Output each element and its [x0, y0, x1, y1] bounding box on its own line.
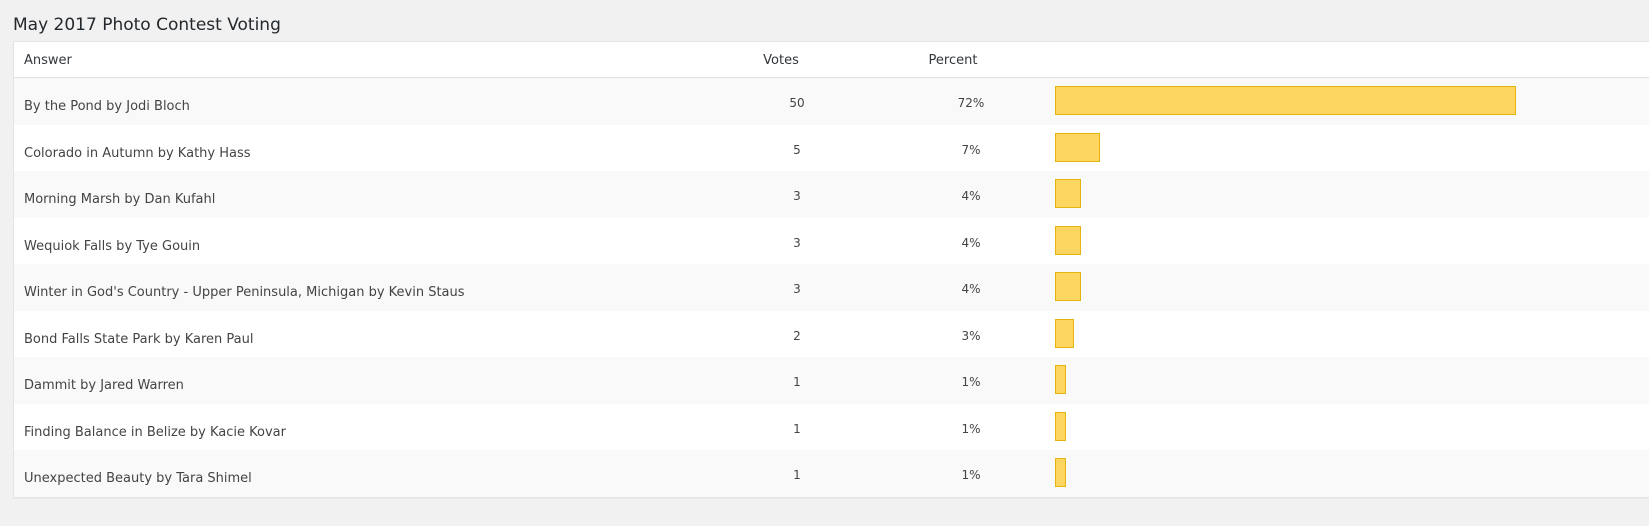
vote-percent: 1%	[961, 421, 981, 436]
table-row: Colorado in Autumn by Kathy Hass 5 7%	[14, 124, 1649, 171]
vote-percent: 4%	[961, 235, 981, 250]
vote-percent: 3%	[961, 328, 981, 343]
vote-count: 3	[793, 235, 801, 250]
vote-count: 5	[793, 142, 801, 157]
answer-label: Dammit by Jared Warren	[24, 378, 184, 393]
answer-label: By the Pond by Jodi Bloch	[24, 99, 190, 114]
vote-percent: 1%	[961, 375, 981, 389]
answer-label: Morning Marsh by Dan Kufahl	[24, 192, 216, 207]
column-header-answer[interactable]: Answer	[24, 53, 72, 68]
percent-bar	[1055, 86, 1516, 115]
percent-bar	[1055, 179, 1081, 208]
table-row: Unexpected Beauty by Tara Shimel 1 1%	[14, 450, 1649, 497]
answer-label: Finding Balance in Belize by Kacie Kovar	[24, 424, 286, 440]
percent-bar	[1055, 458, 1066, 487]
percent-bar	[1055, 132, 1100, 162]
vote-percent: 4%	[961, 189, 981, 203]
vote-count: 3	[793, 282, 801, 296]
vote-count: 3	[793, 189, 801, 203]
answer-label: Unexpected Beauty by Tara Shimel	[24, 471, 252, 486]
percent-bar	[1055, 411, 1066, 441]
vote-count: 1	[793, 421, 801, 436]
column-header-votes[interactable]: Votes	[763, 53, 799, 68]
table-row: Wequiok Falls by Tye Gouin 3 4%	[14, 217, 1649, 264]
answer-label: Winter in God's Country - Upper Peninsul…	[24, 285, 465, 300]
table-row: Winter in God's Country - Upper Peninsul…	[14, 264, 1649, 311]
vote-percent: 72%	[957, 96, 985, 110]
vote-percent: 7%	[961, 142, 981, 157]
answer-label: Bond Falls State Park by Karen Paul	[24, 331, 254, 347]
table-body: By the Pond by Jodi Bloch 50 72% Colorado i…	[14, 78, 1649, 497]
page-title: May 2017 Photo Contest Voting	[13, 15, 281, 36]
vote-percent: 1%	[961, 468, 981, 482]
vote-count: 1	[793, 375, 801, 389]
vote-percent: 4%	[961, 282, 981, 296]
percent-bar	[1055, 225, 1081, 255]
answer-label: Wequiok Falls by Tye Gouin	[24, 238, 201, 254]
answer-label: Colorado in Autumn by Kathy Hass	[24, 145, 251, 161]
table-header: Answer Votes Percent	[14, 42, 1649, 78]
percent-bar	[1055, 272, 1081, 301]
poll-results-table: Answer Votes Percent By the Pond by Jodi…	[13, 41, 1649, 498]
table-row: Bond Falls State Park by Karen Paul 2 3%	[14, 310, 1649, 357]
column-header-percent[interactable]: Percent	[928, 53, 978, 68]
table-row: By the Pond by Jodi Bloch 50 72%	[14, 78, 1649, 125]
table-row: Morning Marsh by Dan Kufahl 3 4%	[14, 171, 1649, 218]
vote-count: 50	[789, 96, 805, 110]
table-row: Finding Balance in Belize by Kacie Kovar…	[14, 403, 1649, 450]
vote-count: 1	[793, 468, 801, 482]
vote-count: 2	[793, 328, 801, 343]
percent-bar	[1055, 318, 1074, 348]
table-row: Dammit by Jared Warren 1 1%	[14, 357, 1649, 404]
percent-bar	[1055, 365, 1066, 394]
